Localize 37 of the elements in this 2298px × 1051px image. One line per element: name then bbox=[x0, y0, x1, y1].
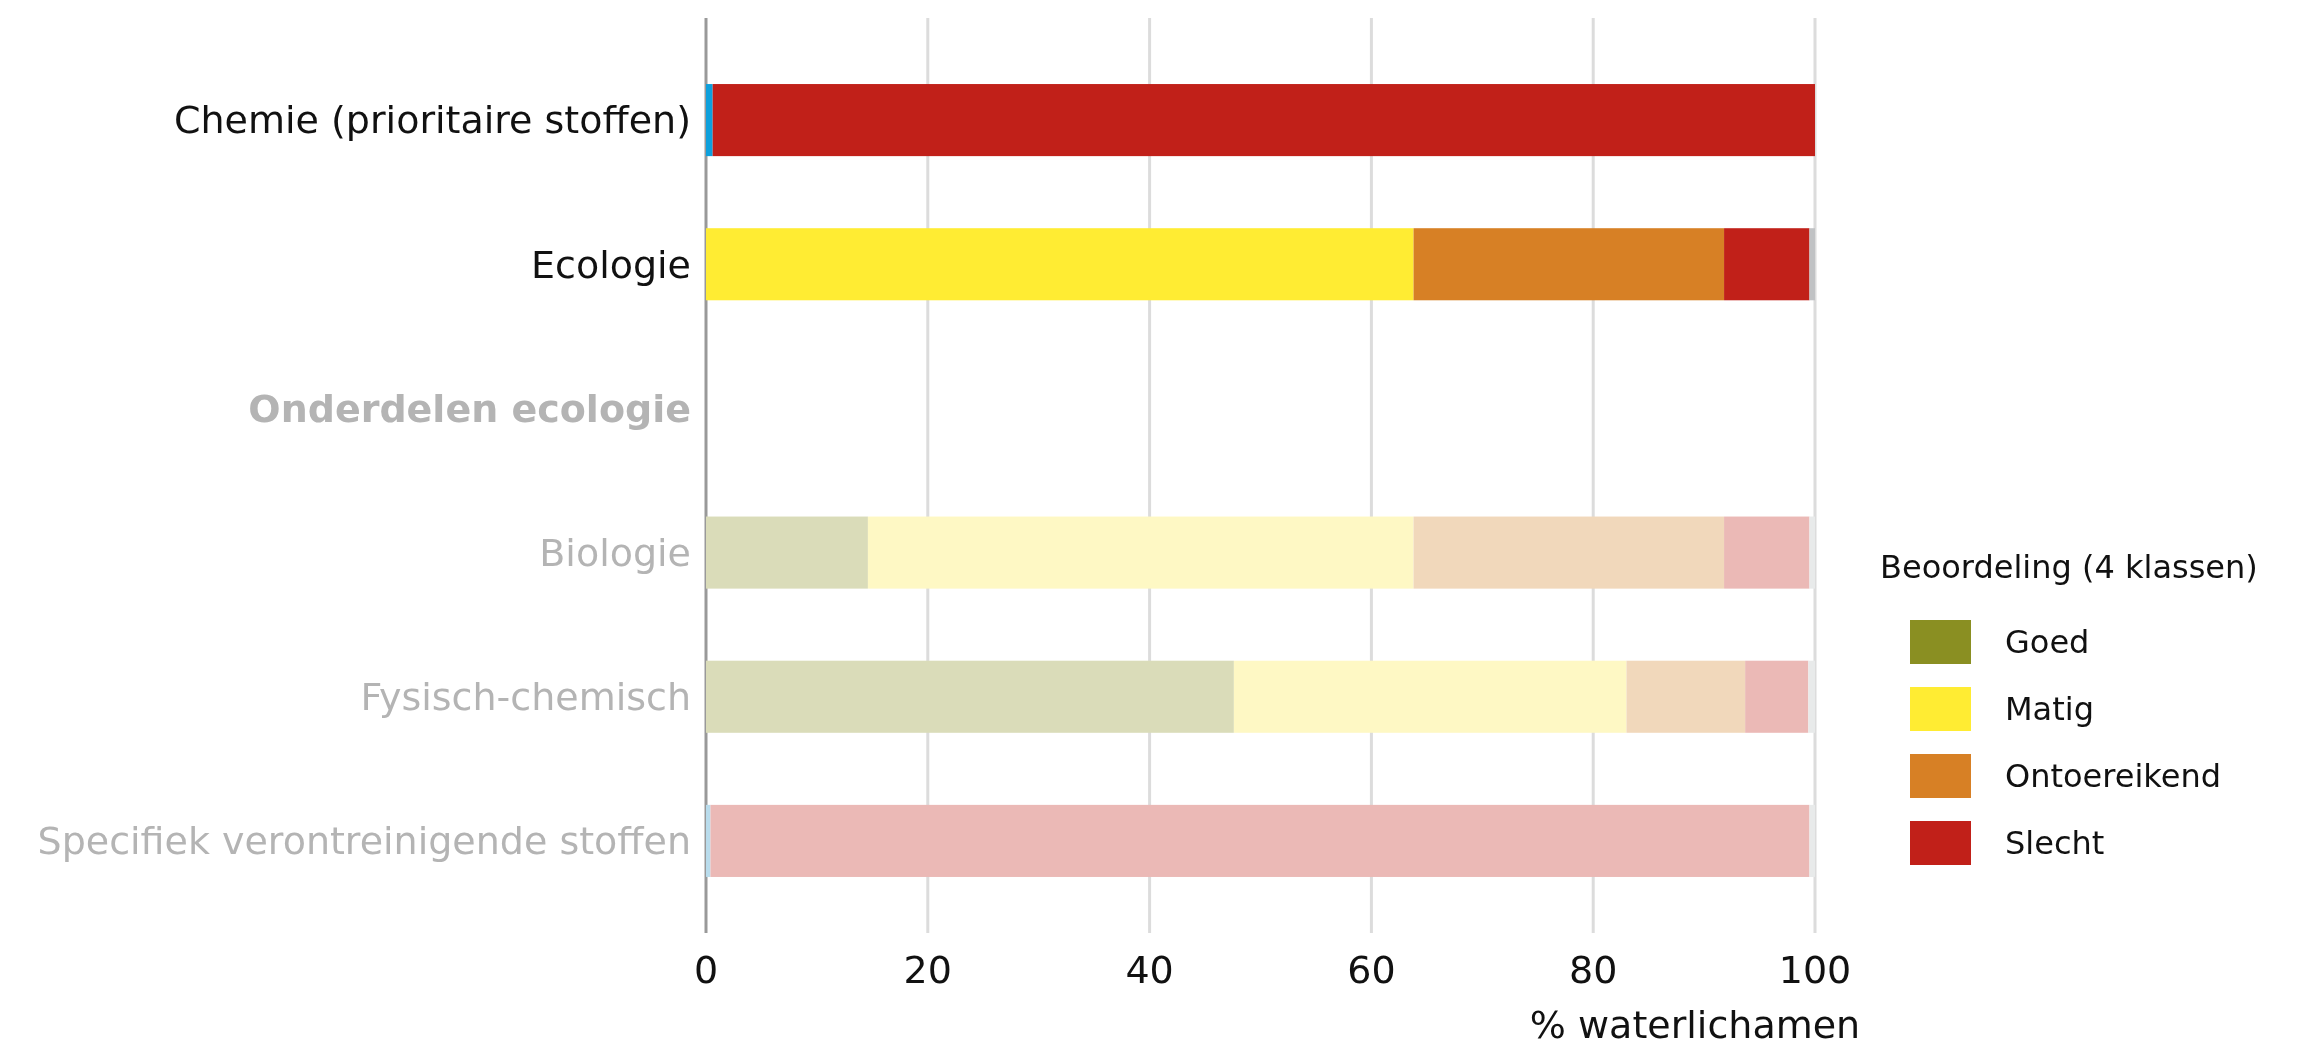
bar bbox=[712, 84, 1815, 157]
legend-label: Slecht bbox=[2005, 824, 2105, 863]
bar bbox=[867, 516, 1414, 589]
bar bbox=[1745, 660, 1809, 733]
y-tick-label: Ecologie bbox=[530, 242, 691, 287]
bar bbox=[1724, 516, 1810, 589]
bar bbox=[1809, 516, 1815, 589]
bar bbox=[706, 660, 1234, 733]
y-tick-label: Chemie (prioritaire stoffen) bbox=[174, 98, 691, 143]
bar bbox=[1809, 228, 1815, 301]
bar bbox=[1233, 660, 1627, 733]
y-tick-label: Onderdelen ecologie bbox=[248, 386, 691, 431]
bar bbox=[1413, 228, 1725, 301]
y-tick-label: Fysisch-chemisch bbox=[360, 675, 691, 720]
x-tick-label: 80 bbox=[1569, 948, 1618, 992]
legend-title: Beoordeling (4 klassen) bbox=[1880, 548, 2258, 586]
x-axis-title: % waterlichamen bbox=[1529, 1003, 1861, 1047]
legend-label: Ontoereikend bbox=[2005, 757, 2221, 796]
x-tick-label: 40 bbox=[1125, 948, 1174, 992]
x-tick-label: 20 bbox=[903, 948, 952, 992]
bar bbox=[706, 228, 1414, 301]
x-tick-label: 100 bbox=[1778, 948, 1852, 992]
x-tick-label: 60 bbox=[1347, 948, 1396, 992]
bar bbox=[710, 804, 1810, 877]
bar bbox=[1809, 804, 1815, 877]
y-tick-label: Specifiek verontreinigende stoffen bbox=[37, 819, 691, 864]
bar bbox=[706, 804, 711, 877]
bar bbox=[706, 516, 868, 589]
text: Goed bbox=[2005, 623, 2090, 662]
legend-label: Matig bbox=[2005, 690, 2094, 729]
bar bbox=[706, 84, 713, 157]
bar bbox=[1626, 660, 1746, 733]
bar bbox=[1724, 228, 1810, 301]
bar bbox=[1413, 516, 1725, 589]
bar bbox=[1808, 660, 1815, 733]
y-tick-label: Biologie bbox=[539, 530, 691, 575]
x-tick-label: 0 bbox=[693, 948, 719, 992]
